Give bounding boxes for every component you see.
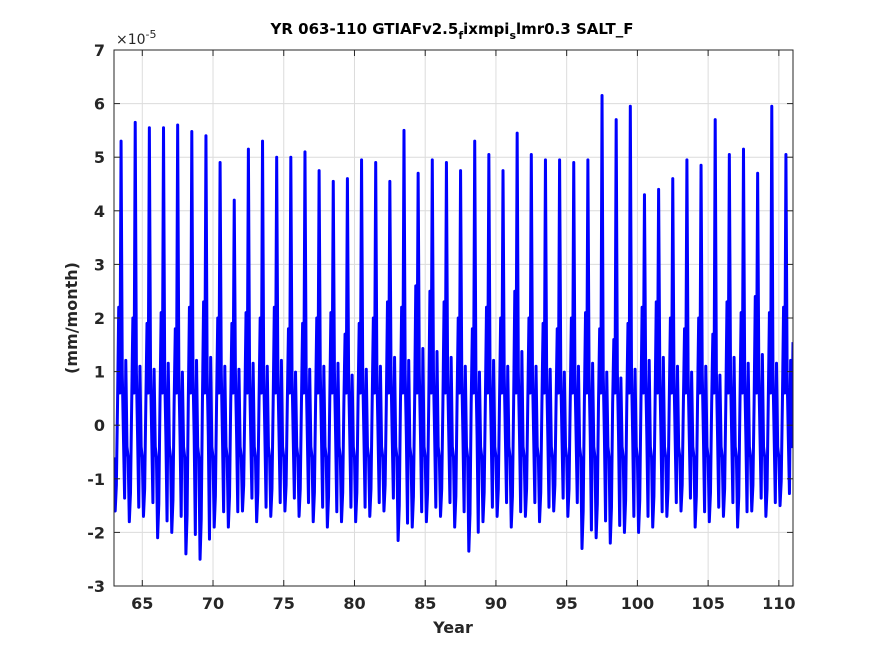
y-exponent-label: ×10-5 — [116, 28, 157, 48]
x-tick-label: 75 — [273, 594, 295, 613]
axis-ticks — [114, 49, 793, 587]
y-tick-label: 5 — [94, 148, 105, 167]
y-tick-label: 6 — [94, 95, 105, 114]
data-series — [114, 94, 793, 561]
y-tick-label: -1 — [87, 470, 105, 489]
y-tick-label: 4 — [94, 202, 105, 221]
tick-labels: 65 70 75 80 85 90 95 100 105 110 -3 -2 -1 0 1 2 3 4 5 6 7 — [87, 41, 795, 613]
y-tick-label: 3 — [94, 255, 105, 274]
x-tick-label: 85 — [414, 594, 436, 613]
y-tick-label: 7 — [94, 41, 105, 60]
y-tick-label: -3 — [87, 577, 105, 596]
series-line — [114, 94, 793, 561]
x-tick-label: 90 — [485, 594, 507, 613]
y-tick-label: 1 — [94, 363, 105, 382]
y-tick-label: -2 — [87, 523, 105, 542]
chart-title: YR 063-110 GTIAFv2.5fixmpislmr0.3 SALT_F — [270, 20, 634, 42]
y-tick-label: 0 — [94, 416, 105, 435]
x-tick-label: 95 — [556, 594, 578, 613]
x-tick-label: 65 — [131, 594, 153, 613]
x-tick-label: 80 — [343, 594, 365, 613]
x-axis-label: Year — [432, 618, 473, 637]
x-tick-label: 70 — [202, 594, 224, 613]
x-tick-label: 105 — [691, 594, 724, 613]
y-axis-label: (mm/month) — [62, 262, 81, 374]
y-tick-label: 2 — [94, 309, 105, 328]
x-tick-label: 100 — [621, 594, 654, 613]
x-tick-label: 110 — [762, 594, 795, 613]
